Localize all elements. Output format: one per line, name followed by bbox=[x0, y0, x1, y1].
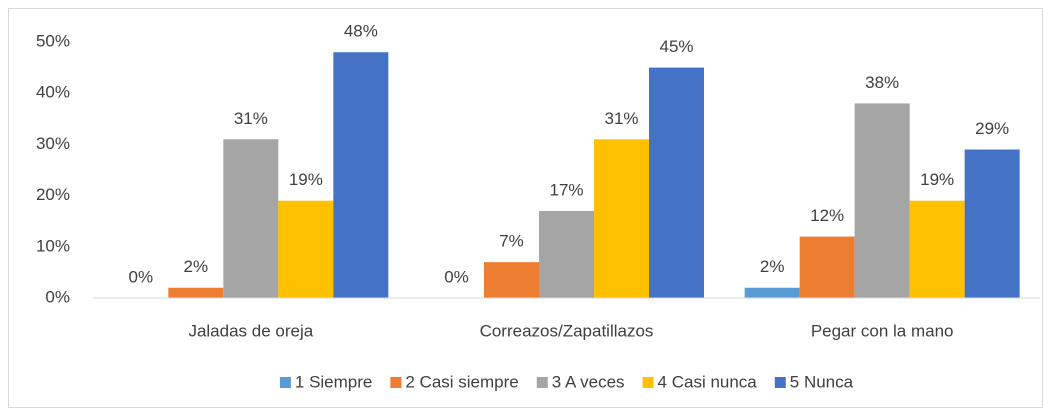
y-tick-label: 20% bbox=[36, 185, 70, 204]
data-label: 45% bbox=[659, 37, 693, 56]
bar bbox=[594, 139, 649, 298]
data-label: 31% bbox=[234, 109, 268, 128]
bar bbox=[649, 67, 704, 298]
bar bbox=[168, 287, 224, 298]
bar bbox=[799, 236, 855, 298]
bar bbox=[484, 262, 539, 298]
data-label: 12% bbox=[810, 206, 844, 225]
bar bbox=[223, 139, 279, 298]
y-tick-label: 50% bbox=[36, 31, 70, 50]
data-label: 19% bbox=[289, 170, 323, 189]
legend-label: 5 Nunca bbox=[790, 372, 854, 391]
legend-swatch bbox=[774, 377, 786, 388]
data-label: 2% bbox=[184, 257, 209, 276]
legend-label: 4 Casi nunca bbox=[658, 372, 758, 391]
data-label: 31% bbox=[604, 109, 638, 128]
bar bbox=[539, 210, 594, 298]
y-tick-label: 30% bbox=[36, 134, 70, 153]
legend-swatch bbox=[642, 377, 654, 388]
y-tick-label: 10% bbox=[36, 236, 70, 255]
legend-label: 3 A veces bbox=[552, 372, 625, 391]
data-label: 38% bbox=[865, 73, 899, 92]
bar bbox=[333, 52, 389, 298]
bar bbox=[964, 149, 1020, 298]
x-tick-label: Correazos/Zapatillazos bbox=[480, 321, 654, 340]
data-label: 0% bbox=[444, 267, 469, 286]
bar bbox=[854, 103, 910, 298]
legend-label: 1 Siempre bbox=[295, 372, 372, 391]
data-label: 0% bbox=[129, 267, 154, 286]
x-tick-label: Jaladas de oreja bbox=[188, 321, 313, 340]
legend-swatch bbox=[390, 377, 402, 388]
bar bbox=[744, 287, 800, 298]
bar bbox=[278, 200, 334, 298]
x-tick-label: Pegar con la mano bbox=[811, 321, 954, 340]
bar bbox=[909, 200, 965, 298]
data-label: 7% bbox=[499, 232, 524, 251]
legend-swatch bbox=[279, 377, 291, 388]
legend-swatch bbox=[536, 377, 548, 388]
data-label: 19% bbox=[920, 170, 954, 189]
data-label: 29% bbox=[975, 119, 1009, 138]
data-label: 48% bbox=[344, 22, 378, 41]
data-label: 17% bbox=[549, 180, 583, 199]
y-tick-label: 40% bbox=[36, 83, 70, 102]
data-label: 2% bbox=[760, 257, 785, 276]
legend-label: 2 Casi siempre bbox=[405, 372, 518, 391]
y-tick-label: 0% bbox=[45, 287, 70, 306]
